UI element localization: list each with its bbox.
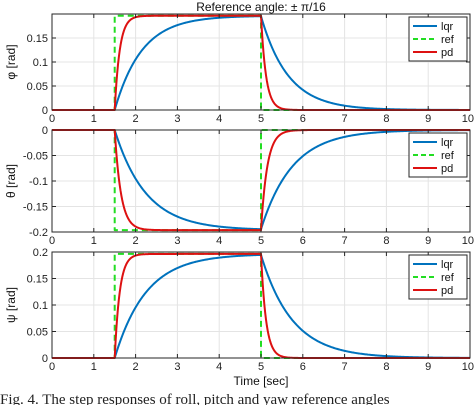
legend-label-ref: ref	[441, 150, 455, 162]
caption-fragment: Fig. 4. The step responses of roll, pitc…	[0, 392, 390, 405]
subplot-pitch: 0 1 2 3 4 5 6 7 8 9 10 0 -0.05 -0.1 -0.15 -0.2 θ [rad] lq…	[4, 125, 474, 247]
y-tick-label: 0	[42, 125, 48, 137]
x-tick-label: 10	[462, 113, 474, 125]
y-tick-label: -0.15	[23, 202, 48, 214]
subplot-yaw: 0 1 2 3 4 5 6 7 8 9 10 0 0.05 0.1 0.15 0.2 ψ [rad] lqrref…	[4, 247, 474, 373]
y-axis-label-pitch: θ [rad]	[4, 164, 18, 198]
x-tick-label: 4	[216, 235, 222, 247]
x-tick-label: 0	[49, 235, 55, 247]
legend-label-lqr: lqr	[441, 137, 454, 149]
x-tick-label: 8	[383, 235, 389, 247]
y-tick-label: -0.05	[23, 151, 48, 163]
y-tick-label: 0.1	[33, 300, 48, 312]
y-axis-label-roll: φ [rad]	[4, 44, 18, 79]
y-tick-label: 0	[42, 105, 48, 117]
x-tick-label: 1	[91, 235, 97, 247]
x-tick-label: 7	[342, 113, 348, 125]
legend-label-lqr: lqr	[441, 259, 454, 271]
x-tick-label: 5	[258, 235, 264, 247]
x-tick-label: 9	[425, 113, 431, 125]
legend-box	[408, 16, 468, 62]
legend-label-pd: pd	[441, 285, 453, 297]
legend-label-lqr: lqr	[441, 21, 454, 33]
y-tick-label: 0.05	[27, 81, 48, 93]
x-tick-label: 2	[133, 235, 139, 247]
y-axis-label-yaw: ψ [rad]	[4, 287, 18, 323]
x-tick-label: 4	[216, 113, 222, 125]
x-tick-label: 7	[342, 361, 348, 373]
x-tick-label: 9	[425, 235, 431, 247]
y-tick-label: 0.1	[33, 57, 48, 69]
x-tick-label: 3	[174, 113, 180, 125]
y-tick-label: 0.05	[27, 327, 48, 339]
figure-title: Reference angle: ± π/16	[196, 0, 326, 14]
x-tick-label: 1	[91, 113, 97, 125]
y-tick-label: 0.2	[33, 247, 48, 259]
y-tick-label: 0.15	[27, 274, 48, 286]
x-tick-label: 0	[49, 113, 55, 125]
legend-box	[408, 254, 468, 300]
x-tick-label: 2	[133, 113, 139, 125]
y-tick-label: 0.15	[27, 33, 48, 45]
x-tick-label: 9	[425, 361, 431, 373]
x-tick-label: 4	[216, 361, 222, 373]
legend-label-ref: ref	[441, 272, 455, 284]
y-tick-label: 0	[42, 353, 48, 365]
x-tick-label: 3	[174, 361, 180, 373]
x-tick-label: 6	[300, 361, 306, 373]
x-tick-label: 6	[300, 235, 306, 247]
x-tick-label: 2	[133, 361, 139, 373]
legend-label-pd: pd	[441, 47, 453, 59]
x-axis-label: Time [sec]	[234, 374, 289, 388]
x-tick-label: 1	[91, 361, 97, 373]
x-tick-label: 6	[300, 113, 306, 125]
x-tick-label: 5	[258, 361, 264, 373]
x-tick-label: 10	[462, 235, 474, 247]
x-tick-label: 0	[49, 361, 55, 373]
x-tick-label: 3	[174, 235, 180, 247]
x-tick-label: 8	[383, 361, 389, 373]
y-tick-label: -0.1	[29, 176, 48, 188]
legend-box	[408, 132, 468, 178]
x-tick-label: 8	[383, 113, 389, 125]
legend-label-ref: ref	[441, 34, 455, 46]
x-tick-label: 5	[258, 113, 264, 125]
x-tick-label: 10	[462, 361, 474, 373]
y-tick-label: -0.2	[29, 227, 48, 239]
x-tick-label: 7	[342, 235, 348, 247]
legend-label-pd: pd	[441, 163, 453, 175]
